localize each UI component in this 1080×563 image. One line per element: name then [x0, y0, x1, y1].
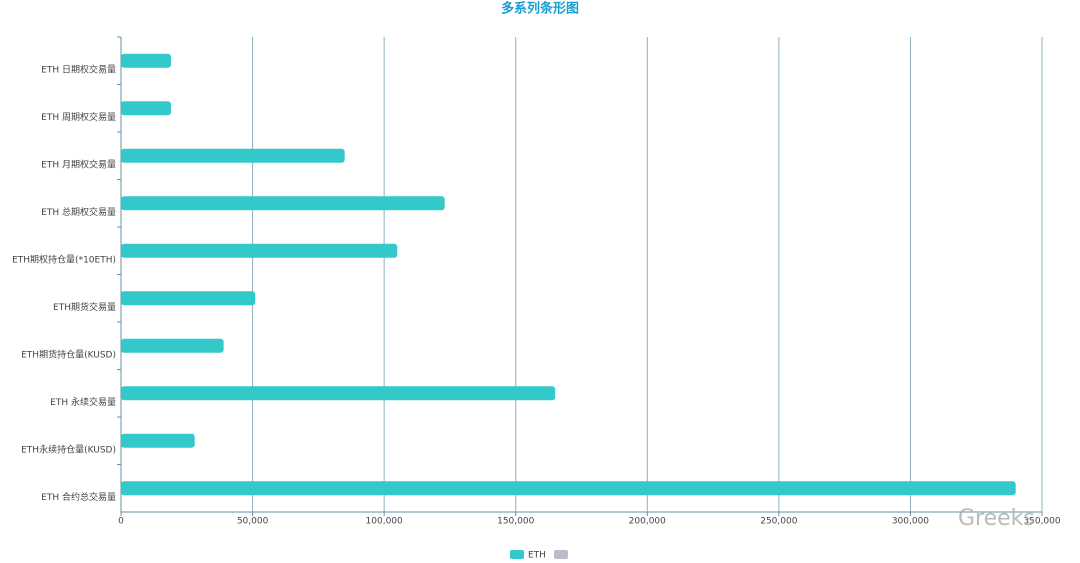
x-tick-label: 0	[118, 517, 124, 527]
bar	[121, 481, 1016, 496]
x-tick-label: 200,000	[629, 517, 666, 527]
y-tick-label: ETH期货持仓量(KUSD)	[21, 348, 116, 360]
bar	[121, 148, 345, 163]
x-tick-label: 350,000	[1023, 517, 1060, 527]
y-tick-label: ETH 合约总交易量	[41, 491, 116, 503]
bar	[121, 386, 556, 401]
y-tick-label: ETH 永续交易量	[50, 396, 116, 408]
legend-swatch	[553, 550, 568, 559]
y-tick-label: ETH 日期权交易量	[41, 63, 116, 75]
y-tick-label: ETH 总期权交易量	[41, 206, 116, 218]
x-tick-label: 250,000	[760, 517, 797, 527]
bar	[121, 196, 445, 211]
y-tick-label: ETH 月期权交易量	[41, 158, 116, 170]
bar	[121, 291, 256, 306]
legend-swatch	[510, 550, 524, 559]
bar	[121, 338, 224, 353]
bar	[121, 433, 195, 448]
bar	[121, 243, 398, 258]
y-tick-label: ETH期权持仓量(*10ETH)	[12, 253, 116, 265]
x-tick-label: 300,000	[892, 517, 929, 527]
y-tick-label: ETH 周期权交易量	[41, 111, 116, 123]
x-tick-label: 50,000	[237, 517, 269, 527]
y-tick-label: ETH永续持仓量(KUSD)	[21, 443, 116, 455]
x-tick-label: 100,000	[366, 517, 403, 527]
bar	[121, 101, 171, 116]
x-tick-label: 150,000	[497, 517, 534, 527]
legend-label: ETH	[528, 551, 546, 561]
bar	[121, 53, 171, 68]
watermark: Greeks	[958, 506, 1035, 531]
chart-title: 多系列条形图	[501, 1, 579, 17]
y-tick-label: ETH期货交易量	[53, 301, 116, 313]
